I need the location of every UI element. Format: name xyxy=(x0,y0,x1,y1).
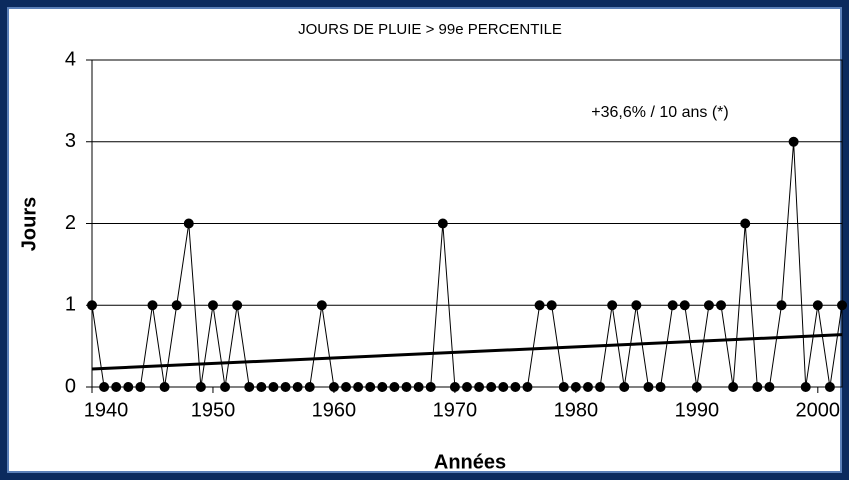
x-tick-label: 1990 xyxy=(675,399,720,421)
data-point xyxy=(328,382,339,392)
data-point xyxy=(195,382,206,392)
x-tick-label: 1950 xyxy=(191,399,236,421)
x-axis-label: Années xyxy=(434,451,506,473)
data-point xyxy=(703,300,714,311)
data-point xyxy=(486,382,497,392)
data-point xyxy=(570,382,581,392)
data-point xyxy=(111,382,122,392)
data-point xyxy=(498,382,509,392)
data-point xyxy=(99,382,110,392)
data-point xyxy=(546,300,557,311)
data-point xyxy=(425,382,436,392)
data-point xyxy=(474,382,485,392)
y-tick-label: 0 xyxy=(65,375,76,397)
data-point xyxy=(353,382,364,392)
data-point xyxy=(534,300,545,311)
data-point xyxy=(268,382,279,392)
data-point xyxy=(292,382,303,392)
data-point xyxy=(256,382,267,392)
annotation: +36,6% / 10 ans (*) xyxy=(591,104,728,121)
data-point xyxy=(389,382,400,392)
data-point xyxy=(171,300,182,311)
data-point xyxy=(788,136,799,147)
data-point xyxy=(728,382,739,392)
x-tick-label: 1980 xyxy=(554,399,599,421)
data-point xyxy=(776,300,787,311)
data-point xyxy=(462,382,472,392)
data-point xyxy=(87,300,97,311)
data-point xyxy=(655,382,666,392)
data-point xyxy=(582,382,593,392)
data-point xyxy=(679,300,690,311)
data-point xyxy=(607,300,618,311)
panel xyxy=(7,7,842,473)
y-tick-label: 3 xyxy=(65,130,76,152)
data-point xyxy=(631,300,642,311)
data-point xyxy=(449,382,460,392)
data-point xyxy=(752,382,763,392)
data-point xyxy=(643,382,654,392)
data-point xyxy=(824,382,835,392)
data-point xyxy=(341,382,352,392)
data-point xyxy=(401,382,412,392)
data-point xyxy=(147,300,158,311)
x-tick-label: 1970 xyxy=(433,399,478,421)
data-point xyxy=(413,382,424,392)
data-point xyxy=(800,382,811,392)
data-point xyxy=(837,300,847,311)
data-point xyxy=(437,218,448,229)
data-point xyxy=(812,300,823,311)
data-point xyxy=(123,382,134,392)
data-point xyxy=(377,382,388,392)
data-point xyxy=(740,218,751,229)
y-tick-label: 2 xyxy=(65,212,76,234)
data-point xyxy=(716,300,727,311)
y-axis-label: Jours xyxy=(18,197,40,251)
data-point xyxy=(135,382,146,392)
x-tick-label: 1960 xyxy=(312,399,357,421)
data-point xyxy=(207,300,218,311)
data-point xyxy=(667,300,678,311)
data-point xyxy=(220,382,231,392)
data-point xyxy=(510,382,521,392)
trend-line xyxy=(91,333,843,371)
chart-title: JOURS DE PLUIE > 99e PERCENTILE xyxy=(298,21,562,38)
x-tick-label: 2000 xyxy=(796,399,841,421)
data-point xyxy=(244,382,255,392)
data-point xyxy=(764,382,775,392)
data-point xyxy=(691,382,702,392)
data-point xyxy=(558,382,569,392)
y-tick-label: 1 xyxy=(65,294,76,316)
data-point xyxy=(183,218,194,229)
data-point xyxy=(595,382,606,392)
data-point xyxy=(619,382,630,392)
data-point xyxy=(316,300,327,311)
data-point xyxy=(232,300,243,311)
data-point xyxy=(159,382,170,392)
data-point xyxy=(280,382,291,392)
data-point xyxy=(522,382,533,392)
data-point xyxy=(304,382,315,392)
y-tick-label: 4 xyxy=(65,48,76,70)
data-point xyxy=(365,382,376,392)
x-tick-label: 1940 xyxy=(84,399,129,421)
